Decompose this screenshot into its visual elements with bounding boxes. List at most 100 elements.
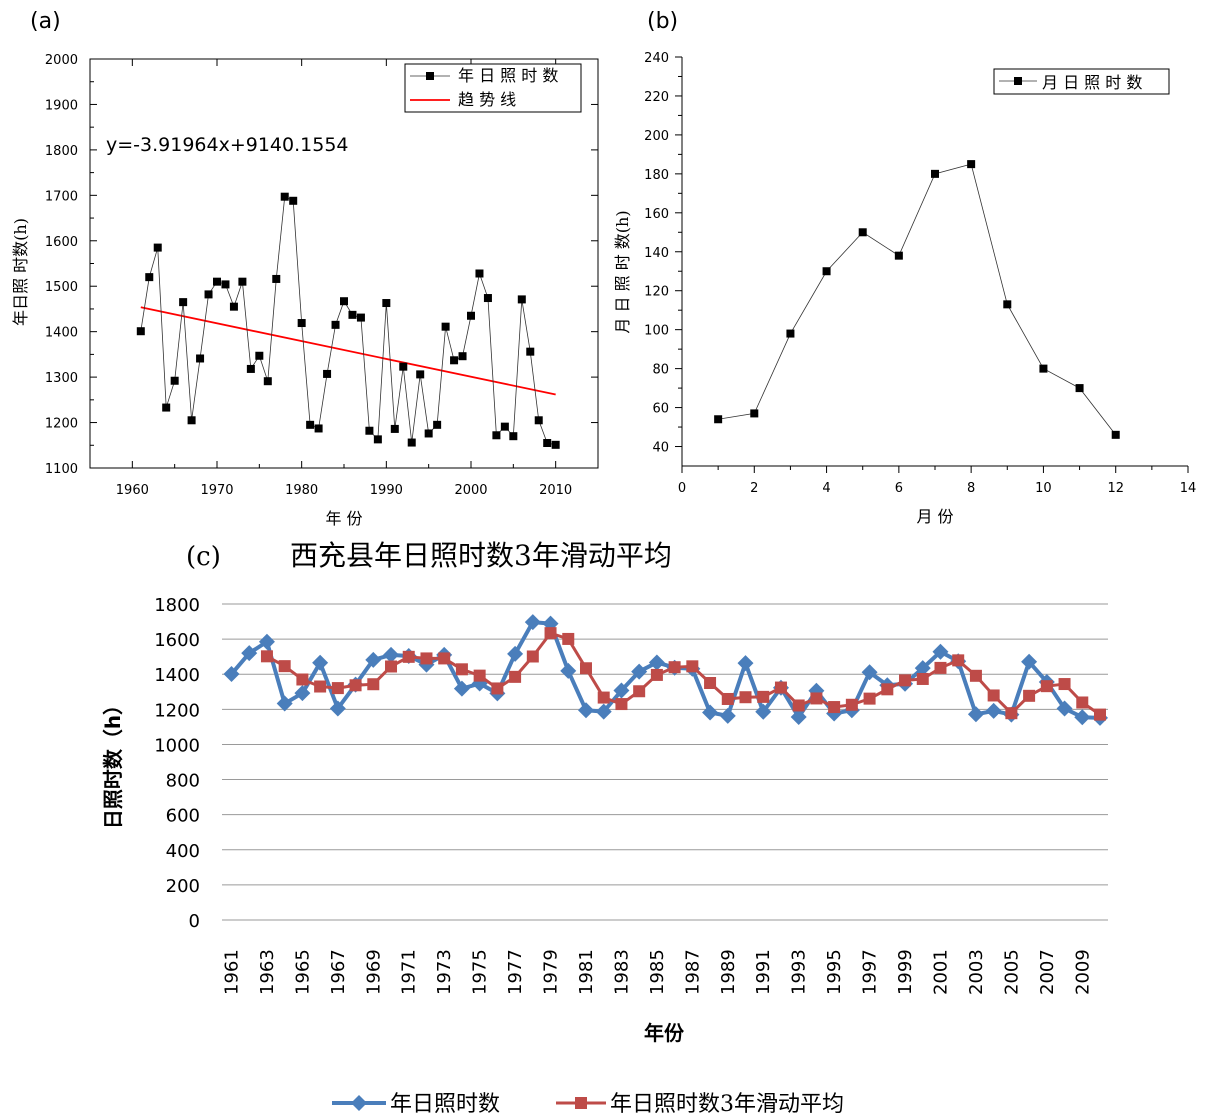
panel-c-x-tick-label: 1983: [611, 949, 632, 995]
panel-b-x-tick-label: 12: [1107, 481, 1124, 496]
panel-c-annual-point: [932, 643, 949, 660]
panel-c-moving-avg-point: [544, 627, 557, 640]
panel-c-annual-point: [577, 702, 594, 719]
panel-c-moving-avg-point: [881, 683, 894, 696]
panel-a-data-point: [179, 298, 188, 307]
panel-a-data-point: [145, 273, 154, 282]
panel-a-data-point: [170, 376, 179, 385]
panel-a-y-tick-label: 1100: [45, 462, 78, 477]
panel-c-x-tick-label: 1995: [824, 949, 845, 995]
panel-b-y-tick-label: 220: [644, 90, 669, 105]
panel-a-data-point: [500, 422, 509, 431]
panel-a-y-tick-label: 1500: [45, 280, 78, 295]
panel-c-x-tick-label: 1973: [434, 949, 455, 995]
panel-c-moving-avg-point: [704, 677, 717, 689]
panel-b-legend-label: 月 日 照 时 数: [1042, 73, 1142, 92]
panel-c-legend-diamond-icon: [351, 1095, 367, 1111]
panel-c-x-tick-label: 1997: [860, 949, 881, 995]
panel-a-data-point: [365, 426, 374, 435]
panel-b-data-point: [1003, 300, 1012, 309]
panel-b-y-tick-label: 180: [644, 168, 669, 183]
panel-a-data-point: [407, 438, 416, 447]
panel-c-moving-avg-point: [774, 681, 787, 694]
panel-a-data-point: [441, 322, 450, 331]
panel-b-x-tick-label: 6: [895, 481, 903, 496]
panel-c-moving-avg-point: [455, 663, 468, 676]
panel-c-annual-point: [507, 645, 524, 662]
panel-a-x-tick-labels: 1960 1970 1980 1990 2000 2010: [116, 483, 572, 498]
panel-c-x-tick-label: 1999: [895, 949, 916, 995]
panel-c-moving-avg-point: [526, 650, 539, 663]
panel-c-annual-point: [914, 660, 931, 677]
panel-c-x-tick-label: 1989: [718, 949, 739, 995]
panel-c-moving-avg-point: [845, 698, 858, 711]
panel-b-y-tick-label: 160: [644, 207, 669, 222]
panel-c-x-tick-label: 1971: [399, 949, 420, 995]
panel-c-moving-avg-point: [1094, 708, 1106, 721]
panel-a-markers: [136, 192, 560, 449]
panel-c-annual-point: [985, 702, 1002, 719]
panel-c-x-tick-label: 1963: [257, 949, 278, 995]
panel-c-y-tick-label: 200: [166, 876, 200, 897]
panel-b-data-point: [1039, 364, 1048, 373]
panel-a-data-point: [314, 424, 323, 433]
panel-a-y-tick-label: 1800: [45, 144, 78, 159]
panel-c-gridlines: [222, 603, 1108, 921]
panel-b-markers: [714, 160, 1120, 439]
panel-c-x-tick-label: 1987: [682, 949, 703, 995]
panel-c-annual-point: [560, 662, 577, 679]
panel-c-moving-avg-point: [757, 690, 770, 703]
panel-c-y-tick-label: 600: [166, 806, 200, 827]
panel-c-x-tick-label: 2005: [1001, 949, 1022, 995]
panel-c-moving-avg-point: [420, 652, 433, 665]
panel-a-label: (a): [30, 9, 61, 34]
panel-b-data-point: [822, 267, 831, 276]
panel-c-annual-point: [312, 654, 329, 671]
panel-a-trend-line: [140, 306, 556, 396]
panel-a-data-point: [136, 327, 145, 336]
panel-c-legend-label-annual: 年日照时数: [390, 1092, 500, 1117]
panel-a-y-tick-label: 1700: [45, 189, 78, 204]
panel-a-data-point: [229, 302, 238, 311]
panel-c-x-tick-label: 1969: [363, 949, 384, 995]
panel-a-data-point: [475, 269, 484, 278]
panel-c-x-tick-label: 1977: [505, 949, 526, 995]
panel-a-x-tick-label: 1990: [370, 483, 403, 498]
panel-c-moving-avg-point: [721, 692, 734, 705]
panel-c-moving-avg-point: [650, 668, 663, 681]
panel-a-data-point: [450, 356, 459, 365]
panel-c-moving-avg-point: [952, 654, 965, 667]
panel-c-annual-point: [755, 703, 772, 720]
panel-b-y-tick-label: 80: [652, 363, 669, 378]
panel-c-moving-avg-point: [1058, 678, 1071, 691]
panel-b-x-tick-label: 10: [1035, 481, 1052, 496]
panel-c-moving-avg-point: [597, 691, 610, 704]
panel-c-moving-avg-point: [686, 660, 699, 673]
panel-c-annual-point: [631, 663, 648, 680]
panel-a-equation: y=-3.91964x+9140.1554: [106, 134, 349, 156]
panel-c-x-tick-label: 2007: [1037, 949, 1058, 995]
panel-c-x-tick-label: 2001: [930, 949, 951, 995]
panel-b-data-point: [931, 169, 939, 178]
panel-c-y-tick-label: 1800: [154, 595, 200, 616]
panel-a-data-point: [323, 369, 332, 378]
panel-c-x-tick-label: 2003: [966, 949, 987, 995]
panel-c-annual-point: [967, 706, 984, 723]
panel-a-data-point: [517, 295, 526, 304]
panel-c-moving-avg-point: [331, 682, 344, 695]
panel-a-data-point: [331, 320, 340, 329]
panel-c-y-tick-labels: 0 200 400 600 800 1000 1200 1400 1600 1800: [154, 595, 200, 932]
panel-c-moving-avg-point: [1040, 680, 1053, 693]
panel-c-moving-avg-point: [402, 650, 415, 663]
panel-b-x-tick-labels: 0 2 4 6 8 10 12 14: [678, 481, 1196, 496]
panel-c-y-tick-label: 0: [189, 911, 200, 932]
panel-c-x-tick-label: 2009: [1072, 949, 1093, 995]
panel-c-y-tick-label: 1400: [154, 665, 200, 686]
panel-c-annual-point: [1074, 709, 1091, 726]
panel-a-data-point: [340, 297, 348, 306]
panel-b-y-tick-label: 100: [644, 324, 669, 339]
panel-b-data-point: [786, 329, 795, 338]
panel-c-annual-point: [719, 707, 736, 724]
panel-a-data-point: [399, 362, 408, 371]
